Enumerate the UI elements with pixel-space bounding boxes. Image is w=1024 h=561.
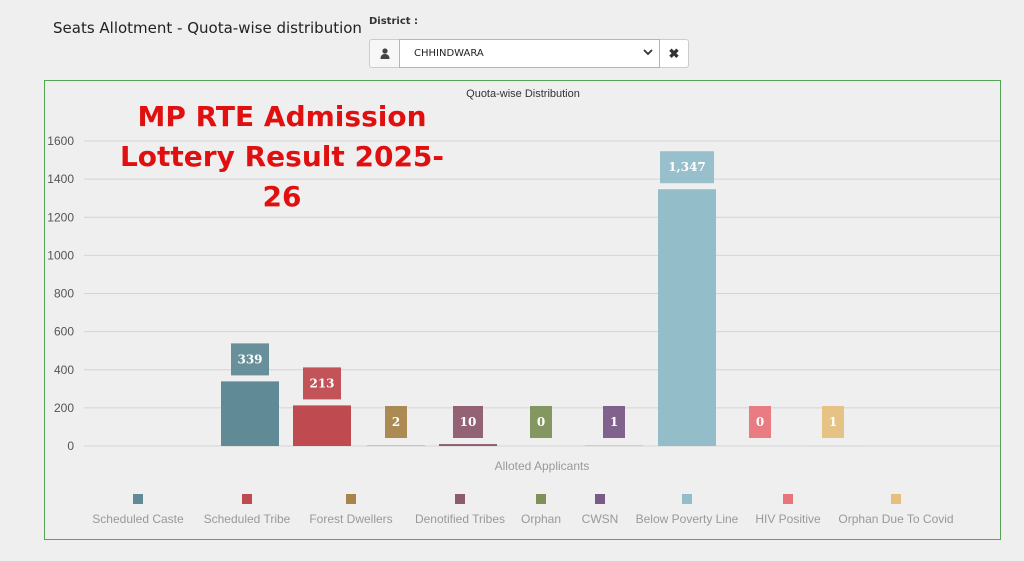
district-label: District : [369,16,419,27]
legend-swatch [242,494,252,504]
legend-swatch [783,494,793,504]
overlay-line-1: MP RTE Admission [137,100,427,133]
data-label: 2 [392,415,400,429]
legend-swatch [891,494,901,504]
chart-title: Quota-wise Distribution [466,88,580,100]
data-label: 10 [460,415,477,429]
legend-swatch [682,494,692,504]
legend-item[interactable]: Orphan Due To Covid [838,512,953,526]
overlay-line-2: Lottery Result 2025-26 [119,140,445,213]
district-selector: CHHINDWARA ✖ [369,39,689,68]
bar[interactable] [439,444,497,446]
x-axis-label: Alloted Applicants [495,459,590,473]
bar[interactable] [221,381,279,446]
y-tick-label: 600 [54,325,74,339]
data-label-box [530,406,552,438]
data-label: 339 [237,352,262,366]
page-title: Seats Allotment - Quota-wise distributio… [53,19,362,37]
data-label-box [385,406,407,438]
legend-item[interactable]: Below Poverty Line [636,512,739,526]
district-select-value: CHHINDWARA [414,48,484,59]
legend-swatch [133,494,143,504]
y-tick-label: 1600 [47,134,74,148]
chevron-down-icon [643,48,653,59]
legend-swatch [346,494,356,504]
district-select[interactable]: CHHINDWARA [399,39,660,68]
data-label: 1,347 [668,160,706,174]
data-label: 213 [309,376,334,390]
quota-chart: Quota-wise Distribution 0200400600800100… [47,88,1000,526]
legend-swatch [536,494,546,504]
data-label: 0 [537,415,545,429]
y-tick-label: 1200 [47,210,74,224]
user-icon [369,39,399,68]
close-icon: ✖ [668,45,680,61]
chart-panel: Quota-wise Distribution 0 200 400 600 800 100… [44,80,1001,540]
y-tick-label: 400 [54,363,74,377]
legend-item[interactable]: Scheduled Caste [92,512,184,526]
bar[interactable] [658,189,716,446]
legend-item[interactable]: Forest Dwellers [309,512,392,526]
y-tick-label: 200 [54,401,74,415]
data-label-box [303,367,341,400]
legend-item[interactable]: Orphan [521,512,561,526]
data-label: 1 [610,415,618,429]
legend-swatch [455,494,465,504]
clear-district-button[interactable]: ✖ [660,39,689,68]
legend-item[interactable]: CWSN [582,512,619,526]
y-tick-label: 0 [67,439,74,453]
legend-item[interactable]: HIV Positive [755,512,821,526]
data-label-box [231,343,269,376]
data-label-box [822,406,844,438]
legend-swatch [595,494,605,504]
data-label-box [749,406,771,438]
data-label-box [660,151,714,184]
y-tick-label: 1400 [47,172,74,186]
data-label: 0 [756,415,764,429]
data-label-box [603,406,625,438]
legend-item[interactable]: Denotified Tribes [415,512,505,526]
y-tick-label: 1000 [47,248,74,262]
legend-item[interactable]: Scheduled Tribe [204,512,291,526]
y-tick-label: 800 [54,287,74,301]
data-label: 1 [829,415,837,429]
data-label-box [453,406,483,438]
promo-overlay: MP RTE Admission Lottery Result 2025-26 [112,97,452,217]
bar[interactable] [293,405,351,446]
